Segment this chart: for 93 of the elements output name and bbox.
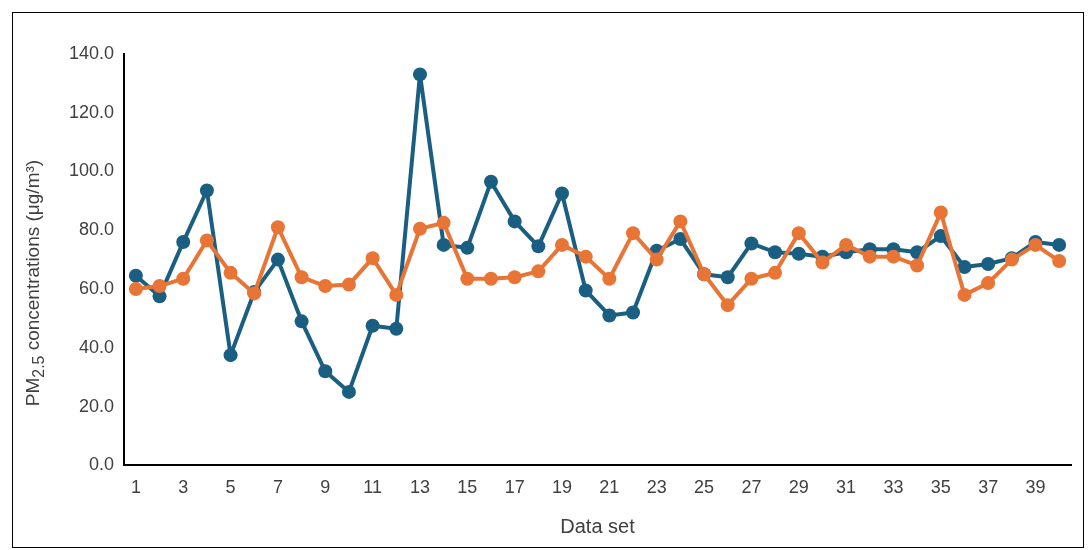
point xyxy=(223,265,238,280)
x-tick-label: 29 xyxy=(788,477,809,498)
point xyxy=(531,239,546,254)
x-tick-label: 11 xyxy=(363,477,382,498)
point xyxy=(531,264,546,279)
x-tick-label: 3 xyxy=(178,477,189,498)
point xyxy=(720,298,735,313)
point xyxy=(294,270,309,285)
y-tick-label: 80.0 xyxy=(79,219,115,240)
point xyxy=(626,305,641,320)
y-tick-label: 0.0 xyxy=(89,454,115,475)
x-tick-label: 15 xyxy=(457,477,478,498)
point xyxy=(602,271,617,286)
point xyxy=(199,233,214,248)
point xyxy=(483,174,498,189)
point xyxy=(933,205,948,220)
y-tick-label: 140.0 xyxy=(69,42,115,63)
y-tick-label: 20.0 xyxy=(79,395,115,416)
point xyxy=(886,249,901,264)
x-tick-label: 17 xyxy=(504,477,525,498)
point xyxy=(981,276,996,291)
point xyxy=(294,314,309,329)
point xyxy=(555,186,570,201)
point xyxy=(744,236,759,251)
point xyxy=(341,384,356,399)
point xyxy=(626,226,641,241)
point xyxy=(744,271,759,286)
x-tick-label: 35 xyxy=(930,477,951,498)
y-tick-label: 60.0 xyxy=(79,277,115,298)
point xyxy=(791,226,806,241)
x-tick-label: 33 xyxy=(883,477,904,498)
point xyxy=(578,249,593,264)
point xyxy=(460,240,475,255)
point xyxy=(389,287,404,302)
x-tick-label: 25 xyxy=(694,477,715,498)
point xyxy=(152,279,167,294)
point xyxy=(555,237,570,252)
x-tick-label: 1 xyxy=(130,477,141,498)
point xyxy=(318,364,333,379)
x-tick-label: 39 xyxy=(1025,477,1046,498)
x-tick-label: 31 xyxy=(836,477,857,498)
point xyxy=(791,246,806,261)
point xyxy=(507,270,522,285)
point xyxy=(176,271,191,286)
point xyxy=(483,271,498,286)
point xyxy=(365,251,380,266)
point xyxy=(720,270,735,285)
point xyxy=(768,245,783,260)
point xyxy=(578,283,593,298)
x-tick-label: 19 xyxy=(552,477,573,498)
point xyxy=(128,268,143,283)
x-tick-label: 21 xyxy=(599,477,620,498)
point xyxy=(957,259,972,274)
point xyxy=(839,237,854,252)
point xyxy=(673,232,688,247)
point xyxy=(389,321,404,336)
x-axis-title: Data set xyxy=(560,514,636,537)
y-tick-label: 40.0 xyxy=(79,336,115,357)
point xyxy=(270,220,285,235)
x-tick-label: 37 xyxy=(978,477,999,498)
point xyxy=(365,318,380,333)
point xyxy=(223,348,238,363)
point xyxy=(649,252,664,267)
x-tick-label: 7 xyxy=(272,477,283,498)
point xyxy=(1052,254,1067,269)
point xyxy=(910,258,925,273)
point xyxy=(460,271,475,286)
x-tick-label: 9 xyxy=(320,477,331,498)
point xyxy=(602,308,617,323)
point xyxy=(128,282,143,296)
point xyxy=(815,255,830,270)
x-tick-label: 27 xyxy=(741,477,762,498)
point xyxy=(270,252,285,267)
y-tick-label: 120.0 xyxy=(69,101,115,122)
point xyxy=(318,279,333,294)
point xyxy=(768,265,783,280)
point xyxy=(412,221,427,236)
point xyxy=(176,234,191,249)
point xyxy=(1052,237,1067,252)
point xyxy=(199,183,214,198)
x-tick-label: 5 xyxy=(225,477,236,498)
point xyxy=(673,214,688,229)
x-tick-label: 13 xyxy=(409,477,430,498)
x-tick-label: 23 xyxy=(646,477,667,498)
point xyxy=(862,249,877,264)
point xyxy=(507,214,522,229)
point xyxy=(981,257,996,272)
point xyxy=(436,237,451,252)
point xyxy=(957,287,972,302)
point xyxy=(412,67,427,82)
point xyxy=(436,215,451,230)
point xyxy=(341,277,356,292)
y-tick-label: 100.0 xyxy=(69,160,115,181)
